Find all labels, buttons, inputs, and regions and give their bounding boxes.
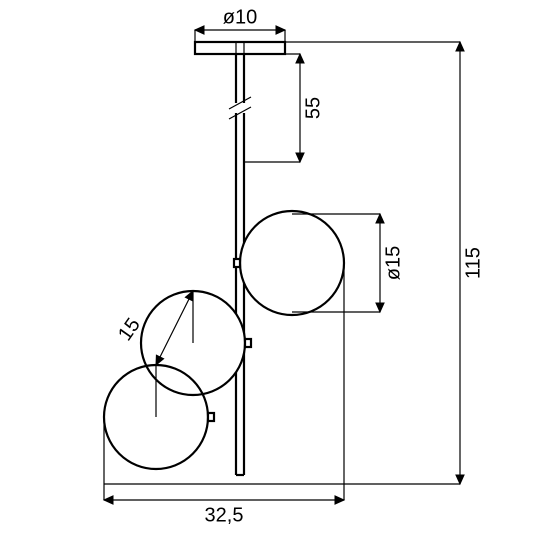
svg-text:55: 55	[302, 97, 324, 119]
svg-text:ø10: ø10	[223, 6, 257, 28]
svg-text:ø15: ø15	[382, 246, 404, 280]
svg-text:115: 115	[462, 247, 484, 279]
technical-drawing: ø1055ø1511532,515	[0, 0, 550, 550]
svg-text:32,5: 32,5	[205, 504, 244, 526]
